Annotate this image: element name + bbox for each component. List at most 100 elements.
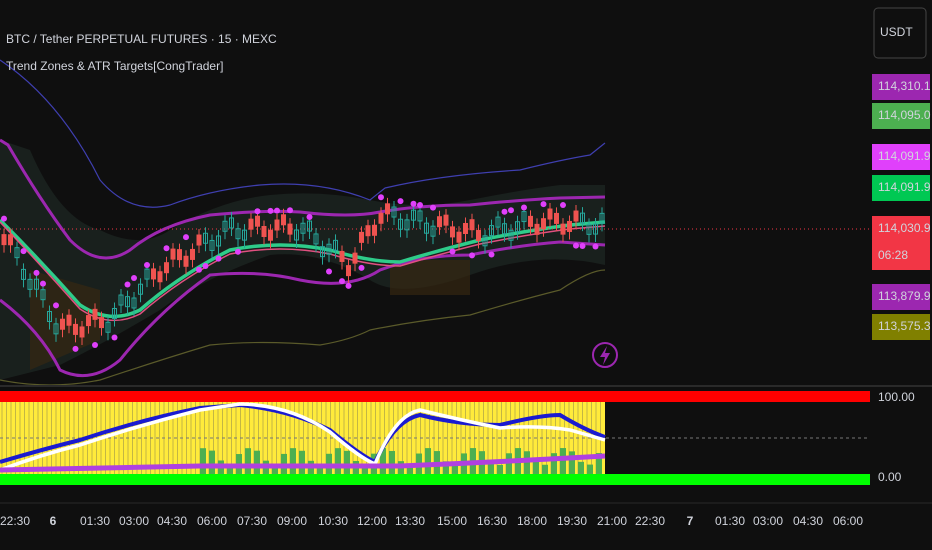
indicator-title: Trend Zones & ATR Targets[CongTrader] [6,59,223,73]
candle-body [489,225,494,237]
volume-bar [254,450,260,476]
candle-body [573,210,579,222]
target-dot [540,201,547,208]
candle-body [339,250,345,262]
osc-top-label: 100.00 [878,390,915,404]
volume-bar [443,461,449,476]
candle-body [222,220,228,232]
alert-icon[interactable] [592,342,618,368]
candle-body [398,218,403,230]
candle-body [346,265,351,277]
volume-bar [272,465,278,476]
candle-body [21,268,26,280]
candle-body [320,246,325,258]
volume-bar [227,466,233,476]
currency-button[interactable] [873,7,927,59]
target-dot [579,242,586,249]
time-label: 04:30 [157,514,187,528]
candle-body [203,232,208,244]
target-dot [267,207,274,214]
target-dot [124,281,131,288]
candle-body [183,255,189,267]
candle-body [437,216,442,228]
candle-body [268,229,273,241]
candle-body [248,218,254,230]
oversold-bar [0,474,870,485]
candle-body [456,231,462,243]
volume-bar [578,461,584,476]
target-dot [449,248,456,255]
target-dot [72,345,79,352]
target-dot [53,302,59,309]
candle-body [216,235,221,247]
volume-bar [380,448,386,476]
target-dot [397,198,404,205]
candle-body [580,212,585,224]
candle-body [385,203,390,215]
candle-body [92,308,98,320]
target-dot [274,207,280,214]
countdown-label: 06:28 [878,248,908,262]
candle-body [73,323,78,335]
time-label: 22:30 [635,514,665,528]
volume-bar [290,448,296,476]
target-dot [183,234,189,241]
candle-body [138,283,143,295]
candle-body [8,234,13,246]
candle-body [1,234,7,246]
candle-body [359,231,364,243]
volume-bar [542,464,548,476]
candle-body [112,307,117,319]
candle-body [125,296,130,308]
time-label: 03:00 [119,514,149,528]
candle-body [66,314,72,326]
time-label: 07:30 [237,514,267,528]
time-label: 21:00 [597,514,627,528]
candle-body [450,226,455,238]
price-label: 114,030.9 [878,221,931,235]
time-label: 01:30 [715,514,745,528]
target-dot [339,278,345,285]
target-dot [573,242,579,249]
trend-line-inner [0,221,606,322]
candle-body [404,219,410,231]
symbol-title: BTC / Tether PERPETUAL FUTURES · 15 · ME… [6,32,277,46]
candle-body [326,243,332,255]
candle-body [196,234,202,246]
volume-bar [551,453,557,476]
candle-body [541,218,546,230]
candle-body [586,223,592,235]
candle-body [378,212,384,224]
alert-bolt [600,346,610,365]
candle-body [281,214,286,226]
lower-band [0,269,606,386]
volume-bar [299,450,305,476]
candle-body [547,208,553,220]
upper-trend [0,138,606,260]
target-dot [508,207,514,214]
target-dot [33,269,40,276]
candle-body [391,206,397,218]
volume-bar [398,461,404,476]
candle-body [599,212,605,224]
candle-body [463,222,468,234]
price-label-box [872,284,930,310]
target-dot [196,266,202,273]
candle-body [307,220,312,232]
signal-line-white [0,402,606,472]
volume-bar [335,448,341,476]
target-dot [92,342,98,348]
time-label: 19:30 [557,514,587,528]
price-label-box [872,175,930,201]
price-label: 114,091.9 [878,180,931,194]
candle-body [534,223,540,235]
volume-bar [506,453,512,476]
time-label: 06:00 [833,514,863,528]
price-label-box [872,74,930,100]
candle-body [424,222,429,234]
time-label: 7 [687,514,694,528]
candle-body [417,210,423,222]
candle-body [508,229,514,241]
price-label-box [872,216,930,270]
candle-body [476,229,481,241]
